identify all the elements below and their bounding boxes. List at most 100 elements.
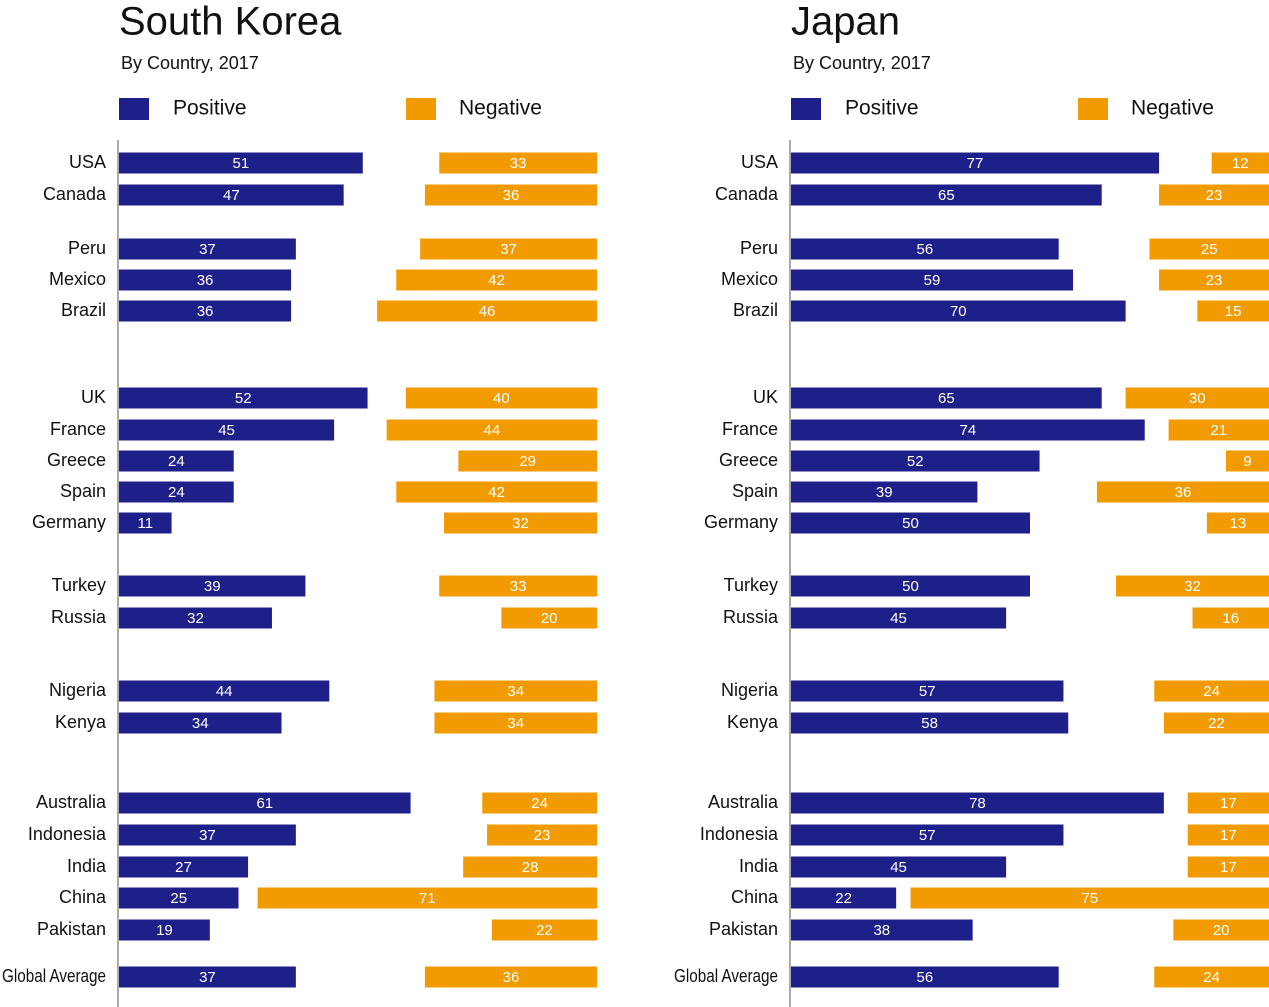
category-label: Australia — [708, 792, 779, 812]
value-label: 40 — [493, 390, 510, 407]
bar — [119, 300, 292, 322]
bar — [1149, 238, 1269, 260]
bar — [119, 966, 296, 988]
bar — [487, 824, 597, 846]
category-label: France — [50, 419, 106, 439]
value-label: 58 — [921, 715, 938, 732]
bar — [791, 575, 1030, 597]
bar — [377, 300, 597, 322]
value-label: 22 — [835, 890, 852, 907]
bar — [791, 607, 1007, 629]
value-label: 13 — [1230, 515, 1247, 532]
bar — [444, 512, 597, 534]
category-label: India — [67, 856, 107, 876]
value-label: 25 — [1201, 241, 1218, 258]
value-label: 23 — [1206, 187, 1223, 204]
bar — [119, 152, 363, 174]
bar — [119, 184, 344, 206]
value-label: 47 — [223, 187, 240, 204]
value-label: 19 — [156, 922, 173, 939]
bar — [119, 419, 335, 441]
category-label: Canada — [715, 184, 779, 204]
category-label: UK — [81, 387, 106, 407]
bar — [1159, 269, 1269, 291]
bar — [119, 607, 272, 629]
chart-subtitle: By Country, 2017 — [121, 53, 259, 73]
bar — [119, 269, 292, 291]
value-label: 16 — [1222, 610, 1239, 627]
value-label: 22 — [536, 922, 553, 939]
bar — [791, 824, 1064, 846]
value-label: 32 — [512, 515, 529, 532]
value-label: 39 — [876, 484, 893, 501]
category-label: Indonesia — [28, 824, 107, 844]
category-label: Canada — [43, 184, 107, 204]
bar — [791, 792, 1164, 814]
bar — [791, 269, 1074, 291]
bar — [791, 238, 1059, 260]
value-label: 17 — [1220, 859, 1237, 876]
value-label: 24 — [1203, 683, 1220, 700]
value-label: 51 — [233, 155, 250, 172]
bar — [791, 152, 1160, 174]
value-label: 23 — [1206, 272, 1223, 289]
category-label: Global Average — [2, 966, 106, 986]
bar — [119, 238, 296, 260]
bar — [791, 919, 973, 941]
bar — [257, 887, 597, 909]
bar — [791, 481, 978, 503]
value-label: 71 — [419, 890, 436, 907]
value-label: 42 — [488, 272, 505, 289]
category-label: Mexico — [721, 269, 778, 289]
bar — [1159, 184, 1269, 206]
bar — [1187, 856, 1269, 878]
bar — [791, 450, 1040, 472]
value-label: 24 — [531, 795, 548, 812]
bar — [1125, 387, 1269, 409]
category-label: Kenya — [727, 712, 779, 732]
bar — [910, 887, 1269, 909]
value-label: 45 — [890, 859, 907, 876]
value-label: 45 — [890, 610, 907, 627]
bar — [1154, 966, 1269, 988]
value-label: 52 — [907, 453, 924, 470]
legend-swatch — [119, 98, 149, 120]
value-label: 34 — [507, 683, 524, 700]
value-label: 44 — [483, 422, 500, 439]
bar — [439, 575, 597, 597]
value-label: 57 — [919, 827, 936, 844]
value-label: 24 — [168, 453, 185, 470]
bar — [424, 184, 597, 206]
value-label: 9 — [1243, 453, 1251, 470]
bar — [791, 887, 897, 909]
value-label: 50 — [902, 515, 919, 532]
bar — [119, 387, 368, 409]
bar — [119, 575, 306, 597]
value-label: 70 — [950, 303, 967, 320]
bar — [1225, 450, 1269, 472]
category-label: China — [731, 887, 779, 907]
category-label: Russia — [723, 607, 779, 627]
value-label: 20 — [541, 610, 558, 627]
category-label: Pakistan — [37, 919, 106, 939]
value-label: 50 — [902, 578, 919, 595]
bar — [791, 419, 1145, 441]
bar — [463, 856, 597, 878]
bar — [491, 919, 597, 941]
bar — [1211, 152, 1269, 174]
category-label: USA — [69, 152, 106, 172]
value-label: 36 — [503, 187, 520, 204]
category-label: Spain — [60, 481, 106, 501]
category-label: Germany — [704, 512, 778, 532]
value-label: 46 — [479, 303, 496, 320]
bar — [1206, 512, 1269, 534]
bar — [119, 481, 234, 503]
value-label: 33 — [510, 155, 527, 172]
value-label: 28 — [522, 859, 539, 876]
value-label: 33 — [510, 578, 527, 595]
value-label: 42 — [488, 484, 505, 501]
value-label: 11 — [138, 515, 154, 532]
category-label: Greece — [719, 450, 778, 470]
value-label: 57 — [919, 683, 936, 700]
